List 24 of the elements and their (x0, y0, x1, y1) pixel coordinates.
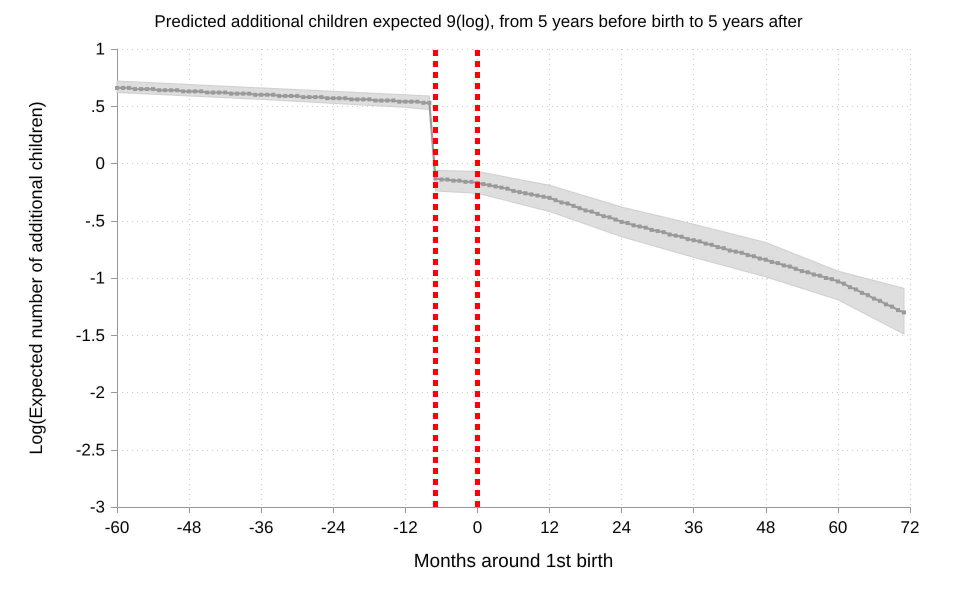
y-tick-label: -.5 (85, 211, 105, 230)
y-tick-label: -3 (90, 498, 105, 516)
x-axis-title: Months around 1st birth (414, 551, 614, 572)
x-tick-label: -60 (104, 518, 130, 537)
y-tick-label: -1.5 (76, 326, 105, 345)
y-tick-label: -2.5 (76, 440, 105, 460)
x-tick-label: -24 (320, 518, 346, 537)
x-tick-label: 0 (472, 518, 482, 537)
y-axis-title: Log(Expected number of additional children) (26, 101, 46, 455)
y-tick-label: 0 (96, 154, 105, 173)
y-tick-label: 1 (96, 40, 105, 58)
x-tick-label: -12 (393, 518, 418, 537)
x-tick-label: 12 (540, 518, 560, 537)
x-tick-label: 36 (684, 518, 704, 537)
y-tick-label: -1 (90, 268, 105, 288)
x-tick-label: 72 (900, 518, 920, 537)
x-tick-label: -48 (176, 518, 202, 537)
y-tick-label: -2 (90, 383, 105, 402)
x-tick-label: 24 (612, 518, 632, 537)
x-tick-label: -36 (248, 518, 274, 537)
chart-title: Predicted additional children expected 9(log), from 5 years before birth to 5 years after (154, 12, 803, 31)
x-tick-label: 60 (828, 518, 848, 537)
x-tick-label: 48 (756, 518, 776, 537)
y-tick-label: .5 (90, 96, 105, 116)
